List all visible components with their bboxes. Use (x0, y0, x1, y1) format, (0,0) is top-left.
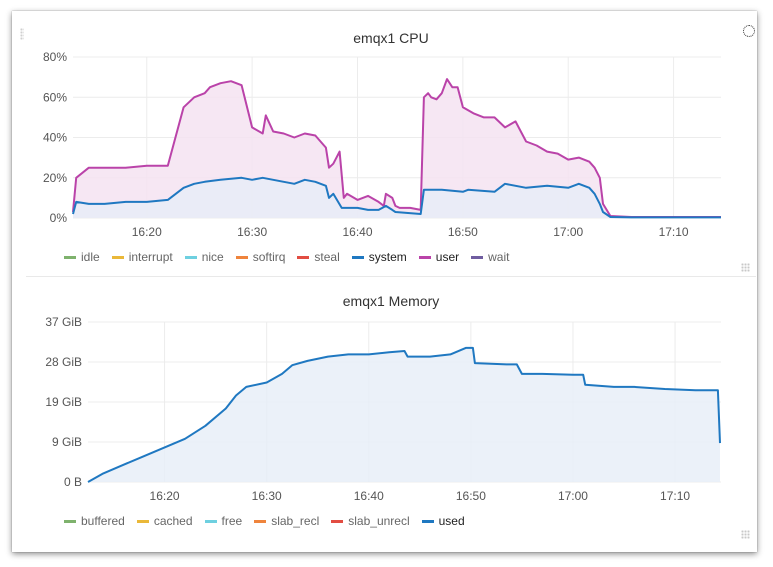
legend-item-used[interactable]: used (421, 514, 465, 528)
legend-swatch (331, 519, 344, 523)
resize-handle-icon[interactable] (741, 530, 750, 539)
y-tick-label: 28 GiB (45, 355, 82, 369)
legend-item-nice[interactable]: nice (184, 250, 224, 264)
legend-item-interrupt[interactable]: interrupt (111, 250, 173, 264)
x-tick-label: 16:20 (132, 225, 162, 239)
legend-label: steal (314, 250, 340, 264)
legend-swatch (471, 255, 484, 259)
series-line-user (72, 78, 721, 218)
legend-item-system[interactable]: system (351, 250, 407, 264)
cpu-panel: emqx1 CPU 0% 20% 40% 60% 80% 16:20 16:30 16:40 1… (20, 22, 756, 277)
y-tick-label: 0% (50, 211, 68, 225)
memory-legend: buffered cached free slab_recl slab_unrecl us… (64, 514, 465, 528)
legend-swatch (297, 255, 310, 259)
memory-panel-title[interactable]: emqx1 Memory (342, 293, 440, 309)
legend-label: free (221, 514, 243, 528)
series-line-used (87, 346, 721, 483)
legend-item-softirq[interactable]: softirq (235, 250, 286, 264)
legend-label: softirq (252, 250, 286, 264)
memory-chart-plot[interactable]: 0 B 9 GiB 19 GiB 28 GiB 37 GiB 16:20 16:30 16:4… (26, 285, 756, 515)
series-area-used (88, 347, 720, 482)
legend-swatch (136, 519, 149, 523)
x-tick-label: 17:10 (659, 225, 689, 239)
legend-swatch (64, 519, 76, 523)
x-tick-label: 16:50 (456, 489, 486, 503)
legend-swatch (184, 255, 197, 259)
loading-spinner-icon (743, 25, 755, 37)
legend-label: slab_recl (271, 514, 320, 528)
legend-item-free[interactable]: free (204, 514, 243, 528)
legend-label: wait (488, 250, 510, 264)
legend-swatch (235, 255, 248, 259)
legend-item-wait[interactable]: wait (471, 250, 509, 264)
legend-item-idle[interactable]: idle (64, 250, 100, 264)
legend-item-slab_unrecl[interactable]: slab_unrecl (331, 514, 410, 528)
y-tick-label: 37 GiB (45, 315, 82, 329)
legend-swatch (421, 519, 434, 523)
x-tick-label: 17:00 (553, 225, 583, 239)
x-tick-label: 16:50 (448, 225, 478, 239)
cpu-chart-plot[interactable]: 0% 20% 40% 60% 80% 16:20 16:30 16:40 16:50 17:00 1… (26, 22, 756, 252)
legend-label: slab_unrecl (348, 514, 410, 528)
legend-item-steal[interactable]: steal (297, 250, 340, 264)
legend-swatch (64, 255, 76, 259)
legend-label: cached (153, 514, 193, 528)
y-tick-label: 19 GiB (45, 395, 82, 409)
legend-swatch (254, 519, 267, 523)
legend-label: system (368, 250, 407, 264)
legend-swatch (204, 519, 217, 523)
legend-label: idle (81, 250, 100, 264)
y-tick-label: 0 B (64, 475, 82, 489)
x-tick-label: 17:10 (660, 489, 690, 503)
y-tick-label: 20% (43, 171, 67, 185)
series-line-system (72, 176, 721, 219)
legend-item-cached[interactable]: cached (136, 514, 193, 528)
y-tick-label: 60% (43, 90, 67, 104)
drag-handle-icon[interactable] (20, 28, 24, 40)
x-tick-label: 16:40 (354, 489, 384, 503)
cpu-legend: idle interrupt nice softirq steal system user w… (64, 250, 509, 264)
legend-label: nice (201, 250, 224, 264)
legend-swatch (111, 255, 124, 259)
legend-swatch (351, 255, 364, 259)
x-tick-label: 16:40 (342, 225, 372, 239)
memory-panel: emqx1 Memory 0 B 9 GiB 19 GiB 28 GiB 37 GiB 1… (26, 285, 756, 543)
x-tick-label: 17:00 (558, 489, 588, 503)
legend-swatch (418, 255, 431, 259)
y-tick-label: 40% (43, 131, 67, 145)
legend-label: buffered (81, 514, 125, 528)
x-tick-label: 16:20 (150, 489, 180, 503)
y-tick-label: 9 GiB (52, 435, 82, 449)
legend-label: user (435, 250, 460, 264)
legend-label: interrupt (128, 250, 173, 264)
legend-item-user[interactable]: user (418, 250, 460, 264)
legend-item-buffered[interactable]: buffered (64, 514, 125, 528)
y-tick-label: 80% (43, 50, 67, 64)
x-tick-label: 16:30 (252, 489, 282, 503)
resize-handle-icon[interactable] (741, 263, 750, 272)
cpu-panel-title[interactable]: emqx1 CPU (353, 30, 429, 46)
legend-label: used (438, 514, 465, 528)
legend-item-slab_recl[interactable]: slab_recl (254, 514, 319, 528)
x-tick-label: 16:30 (237, 225, 267, 239)
